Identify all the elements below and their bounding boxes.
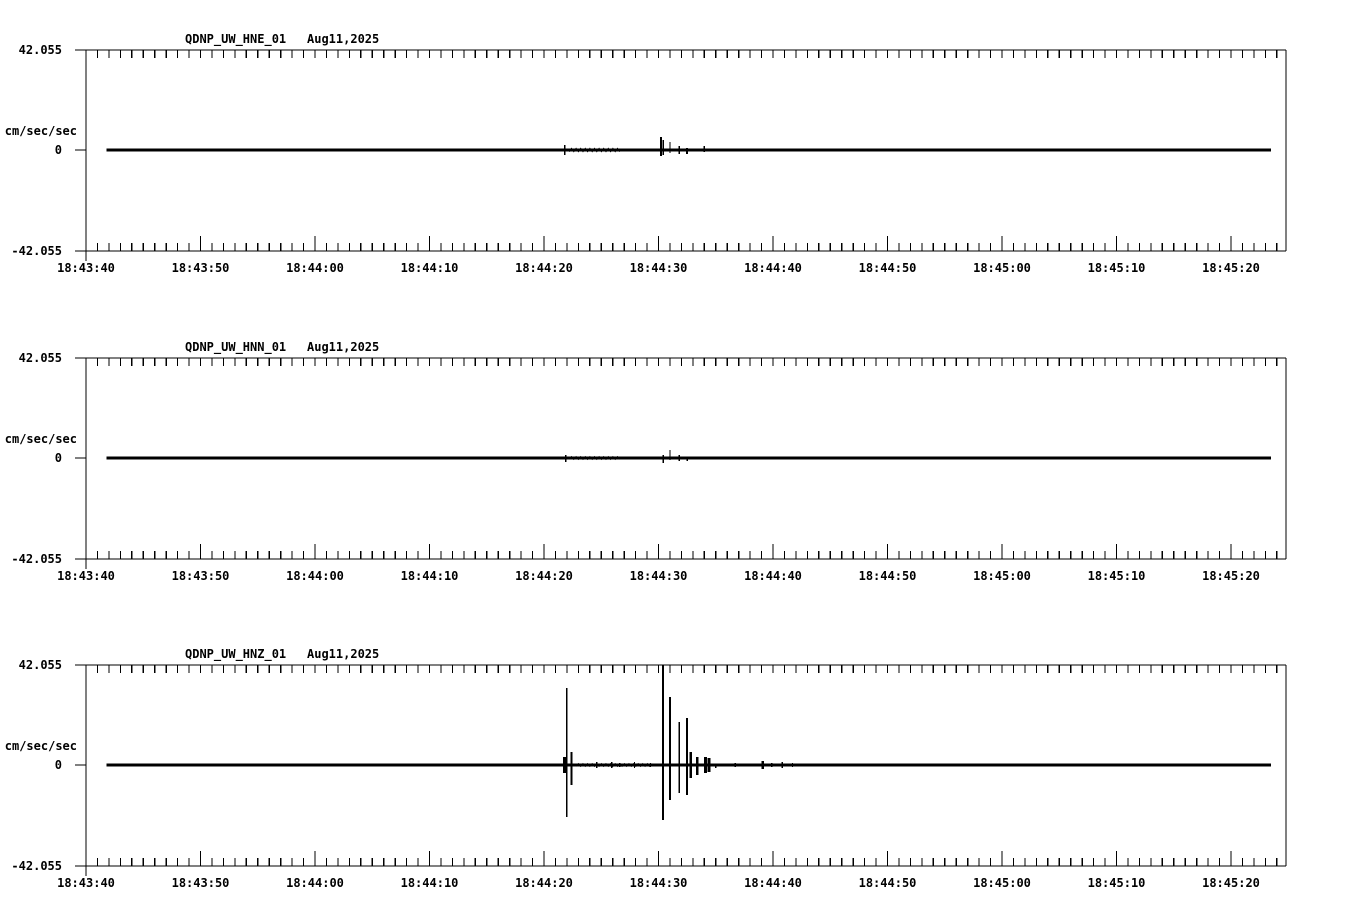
x-tick-label: 18:44:10 — [400, 569, 459, 583]
x-tick-label: 18:44:10 — [400, 261, 459, 275]
date-label: Aug11,2025 — [307, 340, 380, 354]
waveform-plot-hne — [75, 49, 1287, 261]
seismogram-panel-hnn: QDNP_UW_HNN_01 Aug11,2025 42.055 cm/sec/… — [0, 333, 1358, 613]
x-tick-label: 18:44:50 — [858, 876, 917, 890]
x-tick-label: 18:44:50 — [858, 569, 917, 583]
x-tick-label: 18:43:40 — [57, 569, 115, 583]
x-tick-label: 18:45:10 — [1087, 569, 1146, 583]
x-tick-label: 18:43:40 — [57, 876, 115, 890]
y-axis-zero-label: 0 — [54, 143, 62, 157]
x-tick-label: 18:44:50 — [858, 261, 917, 275]
x-tick-label: 18:45:20 — [1202, 876, 1260, 890]
y-axis-zero-label: 0 — [54, 758, 62, 772]
seismogram-panel-hnz: QDNP_UW_HNZ_01 Aug11,2025 42.055 cm/sec/… — [0, 640, 1358, 920]
date-label: Aug11,2025 — [307, 647, 380, 661]
x-tick-label: 18:44:00 — [286, 261, 344, 275]
seismogram-panel-hne: QDNP_UW_HNE_01 Aug11,2025 42.055 cm/sec/… — [0, 25, 1358, 305]
x-tick-label: 18:44:30 — [629, 261, 688, 275]
x-tick-label: 18:44:10 — [400, 876, 459, 890]
x-tick-label: 18:45:10 — [1087, 876, 1146, 890]
x-tick-label: 18:44:30 — [629, 569, 688, 583]
y-axis-unit-label: cm/sec/sec — [4, 432, 77, 446]
channel-title: QDNP_UW_HNN_01 — [185, 340, 287, 354]
x-tick-label: 18:44:20 — [515, 569, 573, 583]
y-axis-max-label: 42.055 — [18, 658, 62, 672]
y-axis-unit-label: cm/sec/sec — [4, 124, 77, 138]
y-axis-min-label: -42.055 — [11, 859, 62, 873]
x-tick-label: 18:43:50 — [171, 569, 230, 583]
x-tick-label: 18:44:00 — [286, 876, 344, 890]
x-tick-label: 18:44:20 — [515, 261, 573, 275]
y-axis-unit-label: cm/sec/sec — [4, 739, 77, 753]
x-tick-label: 18:45:20 — [1202, 569, 1260, 583]
waveform-plot-hnz — [75, 664, 1287, 876]
waveform-plot-hnn — [75, 357, 1287, 569]
channel-title: QDNP_UW_HNE_01 — [185, 32, 287, 46]
x-tick-label: 18:45:10 — [1087, 261, 1146, 275]
y-axis-zero-label: 0 — [54, 451, 62, 465]
x-tick-label: 18:45:00 — [973, 569, 1031, 583]
x-tick-label: 18:44:40 — [744, 261, 802, 275]
x-tick-label: 18:43:50 — [171, 261, 230, 275]
channel-title: QDNP_UW_HNZ_01 — [185, 647, 287, 661]
x-tick-label: 18:45:20 — [1202, 261, 1260, 275]
x-tick-label: 18:45:00 — [973, 876, 1031, 890]
date-label: Aug11,2025 — [307, 32, 380, 46]
x-tick-label: 18:43:50 — [171, 876, 230, 890]
y-axis-min-label: -42.055 — [11, 244, 62, 258]
y-axis-max-label: 42.055 — [18, 43, 62, 57]
x-tick-label: 18:44:40 — [744, 569, 802, 583]
y-axis-max-label: 42.055 — [18, 351, 62, 365]
x-tick-label: 18:43:40 — [57, 261, 115, 275]
y-axis-min-label: -42.055 — [11, 552, 62, 566]
x-tick-label: 18:44:40 — [744, 876, 802, 890]
x-tick-label: 18:44:00 — [286, 569, 344, 583]
x-tick-label: 18:44:30 — [629, 876, 688, 890]
x-tick-label: 18:45:00 — [973, 261, 1031, 275]
x-tick-label: 18:44:20 — [515, 876, 573, 890]
